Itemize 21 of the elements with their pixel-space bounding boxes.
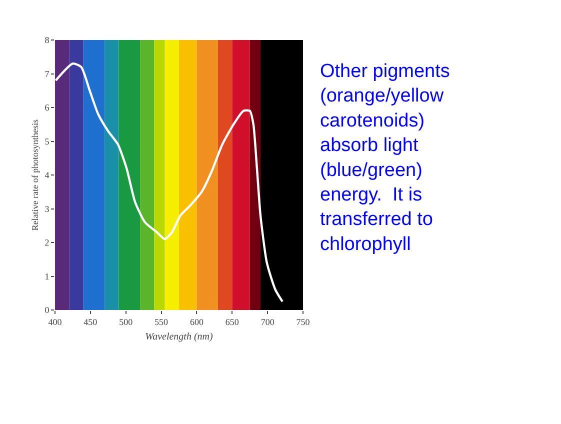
x-axis-title: Wavelength (nm) xyxy=(145,331,214,342)
y-tick-label: 7 xyxy=(44,68,50,79)
y-tick-label: 4 xyxy=(44,170,50,180)
y-tick-label: 8 xyxy=(44,35,50,46)
y-tick-label: 5 xyxy=(44,136,50,146)
y-axis-title: Relative rate of photosynthesis xyxy=(30,118,40,231)
y-tick-label: 2 xyxy=(44,238,50,248)
x-tick-label: 650 xyxy=(225,316,240,327)
y-tick-label: 0 xyxy=(44,305,50,316)
x-tick-label: 750 xyxy=(296,316,310,327)
x-tick-label: 400 xyxy=(48,316,62,327)
line-series xyxy=(55,62,284,303)
text: Other pigments (orange/yellow carotenoids) absorb light (blue/green) energy. It is transferred to chlorophyll xyxy=(320,61,450,255)
x-tick-label: 700 xyxy=(260,316,275,327)
x-tick-label: 450 xyxy=(84,316,98,327)
y-tick-label: 6 xyxy=(44,102,50,113)
y-tick-label: 3 xyxy=(44,204,50,214)
y-tick-label: 1 xyxy=(44,271,50,282)
x-tick-label: 600 xyxy=(190,316,204,327)
x-tick-label: 550 xyxy=(154,316,169,327)
x-tick-label: 500 xyxy=(119,316,134,327)
